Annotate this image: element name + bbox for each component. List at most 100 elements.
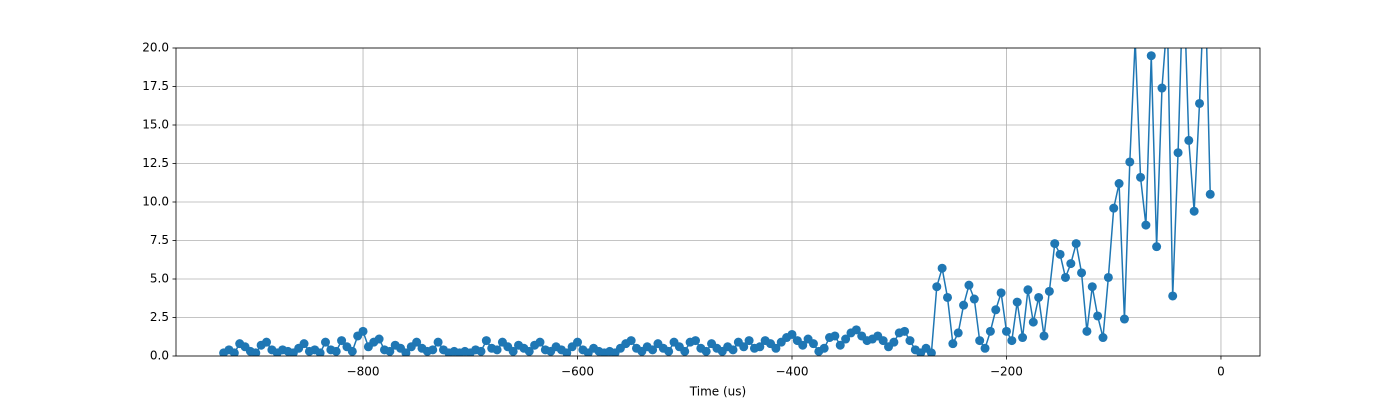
data-point (1152, 242, 1162, 252)
data-point (664, 346, 674, 356)
data-point (900, 326, 910, 336)
data-point (1109, 203, 1119, 213)
data-point (1184, 135, 1194, 145)
data-point (262, 337, 272, 347)
data-point (1044, 286, 1054, 296)
data-point (808, 339, 818, 349)
x-tick-label: −200 (990, 365, 1023, 379)
data-line (223, 48, 1211, 355)
data-point (492, 345, 502, 355)
data-point (508, 346, 518, 356)
data-point (626, 336, 636, 346)
data-point (1163, 13, 1172, 22)
data-point (1001, 326, 1011, 336)
y-tick-label: 5.0 (150, 272, 169, 286)
data-point (1066, 259, 1076, 269)
data-point (374, 334, 384, 344)
y-tick-label: 12.5 (142, 156, 169, 170)
data-point (1050, 239, 1060, 249)
data-point (996, 288, 1006, 298)
data-point (835, 340, 845, 350)
data-point (1195, 98, 1205, 108)
data-point (401, 348, 411, 356)
data-point (771, 343, 781, 353)
data-point (948, 339, 958, 349)
data-point (385, 346, 395, 356)
data-point (1098, 333, 1108, 343)
data-point (1103, 272, 1113, 282)
data-point (953, 328, 963, 338)
y-tick-label: 2.5 (150, 310, 169, 324)
y-tick-label: 0.0 (150, 349, 169, 363)
data-point (932, 282, 942, 292)
data-point (1136, 172, 1146, 182)
data-point (1077, 268, 1087, 278)
data-point (1012, 297, 1022, 307)
data-point (337, 336, 347, 346)
data-point (648, 345, 658, 355)
data-point (980, 343, 990, 353)
data-point (964, 280, 974, 290)
y-tick-label: 17.5 (142, 79, 169, 93)
data-point (535, 337, 545, 347)
data-point (573, 337, 583, 347)
y-tick-label: 15.0 (142, 118, 169, 132)
data-point (1093, 311, 1103, 321)
x-tick-label: −400 (776, 365, 809, 379)
data-point (251, 348, 261, 356)
data-point (1023, 285, 1033, 295)
data-point (851, 325, 861, 335)
data-point (1157, 83, 1167, 93)
y-tick-label: 10.0 (142, 195, 169, 209)
data-point (755, 342, 765, 352)
data-point (739, 342, 749, 352)
data-point (1173, 148, 1183, 158)
data-point (1060, 272, 1070, 282)
data-point (412, 337, 422, 347)
data-point (320, 337, 330, 347)
data-point (942, 292, 952, 302)
data-point (798, 340, 808, 350)
data-point (889, 337, 899, 347)
data-point (358, 326, 368, 336)
data-point (701, 346, 711, 356)
x-tick-label: 0 (1217, 365, 1225, 379)
data-point (959, 300, 969, 310)
data-point (229, 348, 239, 356)
data-point (841, 334, 851, 344)
data-point (969, 294, 979, 304)
data-point (1114, 179, 1124, 189)
data-point (690, 336, 700, 346)
data-point (562, 348, 572, 356)
data-point (476, 346, 486, 356)
data-point (1189, 206, 1199, 216)
data-point (315, 348, 325, 356)
y-tick-label: 20.0 (142, 41, 169, 55)
data-point (1119, 314, 1129, 324)
data-point (1018, 333, 1028, 343)
data-point (744, 336, 754, 346)
data-point (524, 346, 534, 356)
data-point (1168, 291, 1178, 301)
data-point (347, 346, 357, 356)
data-point (787, 329, 797, 339)
x-tick-label: −600 (561, 365, 594, 379)
data-point (819, 343, 829, 353)
data-point (1141, 220, 1151, 230)
data-point (878, 336, 888, 346)
data-point (680, 346, 690, 356)
y-tick-label: 7.5 (150, 233, 169, 247)
data-point (1055, 249, 1065, 259)
data-point (299, 339, 309, 349)
data-point (1071, 239, 1081, 249)
data-point (428, 345, 438, 355)
data-point (1131, 36, 1140, 45)
data-point (1125, 157, 1135, 167)
data-point (1205, 189, 1215, 199)
data-point (905, 336, 915, 346)
data-point (433, 337, 443, 347)
data-point (1082, 326, 1092, 336)
data-point (991, 305, 1001, 315)
data-point (1034, 292, 1044, 302)
